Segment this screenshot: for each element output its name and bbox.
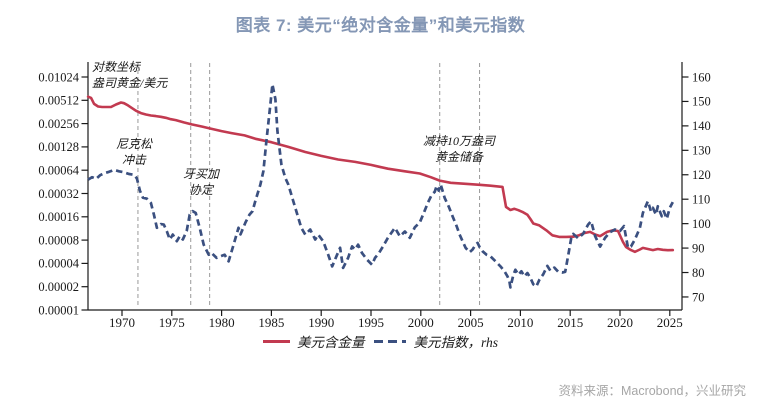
x-axis-label: 1980: [209, 315, 235, 330]
left-axis-label: 0.00512: [38, 94, 79, 108]
right-axis-label: 130: [692, 144, 711, 158]
left-axis-label: 0.00032: [38, 187, 79, 201]
jamaica-agreement-line2: 协定: [188, 182, 213, 197]
legend: 美元含金量 美元指数，rhs: [0, 331, 761, 351]
nixon-shock-annotation: 尼克松 冲击: [94, 137, 174, 168]
jamaica-agreement-annotation: 牙买加 协定: [161, 167, 241, 198]
right-axis-label: 140: [692, 119, 711, 133]
gold-sale-line2: 黄金储备: [434, 149, 483, 164]
nixon-shock-line2: 冲击: [121, 152, 146, 167]
left-axis-label: 0.00128: [38, 140, 79, 154]
right-axis-label: 120: [692, 168, 711, 182]
left-axis-label: 0.00016: [38, 210, 79, 224]
left-axis-label: 0.00001: [38, 303, 79, 317]
right-axis-label: 80: [692, 266, 705, 280]
x-axis-label: 2000: [408, 315, 434, 330]
x-axis-label: 2020: [607, 315, 633, 330]
legend-item-gold-content: 美元含金量: [262, 331, 365, 351]
right-axis-label: 110: [692, 193, 710, 207]
right-axis-label: 90: [692, 241, 705, 255]
x-axis-label: 2010: [507, 315, 533, 330]
gold-sale-annotation: 减持10万盎司 黄金储备: [389, 134, 529, 165]
log-scale-note: 对数坐标 盎司黄金/美元: [92, 60, 167, 91]
left-axis-label: 0.00008: [38, 233, 79, 247]
usd-index-label: 美元指数，rhs: [413, 335, 498, 350]
chart-title: 图表 7: 美元“绝对含金量”和美元指数: [235, 16, 526, 35]
source-note: 资料来源：Macrobond，兴业研究: [558, 384, 746, 398]
x-axis-label: 2015: [557, 315, 583, 330]
right-axis-label: 160: [692, 70, 711, 84]
right-axis-label: 70: [692, 290, 705, 304]
log-scale-note-line2: 盎司黄金/美元: [92, 75, 168, 90]
x-axis-label: 1995: [358, 315, 384, 330]
left-axis-label: 0.01024: [38, 70, 79, 84]
nixon-shock-line1: 尼克松: [115, 137, 152, 151]
left-axis-label: 0.00064: [38, 164, 79, 178]
jamaica-agreement-line1: 牙买加: [182, 167, 219, 181]
x-axis-label: 1970: [109, 315, 135, 330]
usd-index-line-swatch: [374, 339, 407, 343]
right-axis-label: 150: [692, 95, 711, 109]
x-axis-label: 1990: [308, 315, 334, 330]
usd-index-line: [87, 82, 674, 289]
x-axis-label: 2025: [657, 315, 683, 330]
x-axis-label: 1975: [159, 315, 185, 330]
left-axis-label: 0.00256: [38, 117, 79, 131]
gold-content-line-swatch: [262, 339, 290, 343]
x-axis-label: 1985: [258, 315, 284, 330]
legend-item-usd-index: 美元指数，rhs: [374, 331, 498, 351]
left-axis-label: 0.00002: [38, 280, 79, 294]
right-axis-label: 100: [692, 217, 711, 231]
gold-content-label: 美元含金量: [296, 335, 365, 350]
log-scale-note-line1: 对数坐标: [92, 60, 141, 74]
x-axis-label: 2005: [458, 315, 484, 330]
gold-sale-line1: 减持10万盎司: [422, 134, 495, 148]
left-axis-label: 0.00004: [38, 257, 79, 271]
